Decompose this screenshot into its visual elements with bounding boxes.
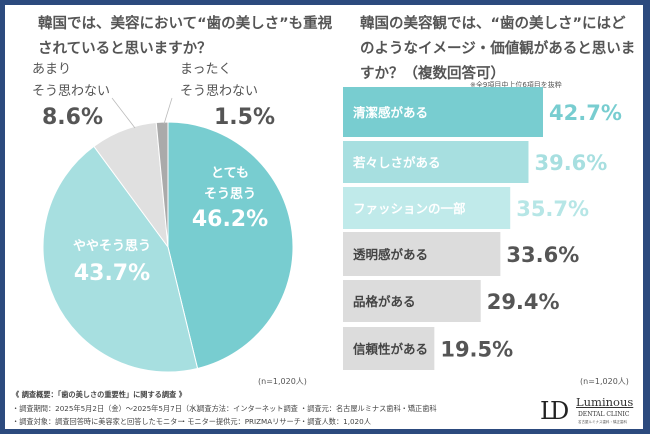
bar-title: 韓国の美容観では、“歯の美しさ”にはどのようなイメージ・価値観があると思いますか… (360, 16, 636, 82)
bar-value-label: 39.6% (534, 151, 607, 175)
bar-category-label: 清潔感がある (353, 105, 428, 120)
bar (343, 187, 511, 229)
bar-category-label: 透明感がある (353, 247, 428, 262)
bar-subnote: ※全9項目中上位6項目を抜粋 (470, 81, 562, 89)
bar-category-label: 信頼性がある (353, 342, 428, 357)
pie-label: ややそう思う (73, 239, 151, 254)
bar-value-label: 42.7% (549, 101, 622, 125)
leader-line (163, 97, 173, 125)
logo-name: Luminous (576, 395, 634, 409)
bar-value-label: 35.7% (516, 197, 589, 221)
bar-category-label: ファッションの一部 (353, 201, 466, 216)
pie-label: そう思わない (32, 84, 110, 99)
bar (343, 232, 501, 276)
logo-jp: 名古屋ルミナス歯科・矯正歯科 (578, 420, 627, 424)
footer-method: ・調査方法：インターネット調査 (190, 404, 298, 413)
pie-label: まったく (180, 62, 231, 77)
bar (343, 280, 481, 322)
pie-value: 46.2% (192, 207, 268, 232)
leader-line (111, 97, 136, 129)
pie-label: あまり (32, 62, 71, 77)
footer-provider: ・モニター提供元：PRIZMAリサーチ (180, 417, 301, 426)
footer-count: ・調査人数：1,020人 (300, 417, 371, 426)
bar-n-note: (n=1,020人) (580, 377, 629, 386)
pie-slice (42, 145, 199, 373)
pie-label: そう思う (204, 187, 256, 202)
bar (343, 141, 529, 183)
pie-label: そう思わない (180, 84, 258, 99)
footer-period: ・調査期間：2025年5月2日（金）～2025年5月7日（水） (12, 404, 204, 413)
bar-value-label: 19.5% (440, 338, 513, 362)
logo-sub: DENTAL CLINIC (578, 411, 630, 418)
pie-slice (167, 121, 294, 370)
pie-value: 43.7% (74, 261, 150, 286)
bar-category-label: 品格がある (353, 294, 416, 309)
bar-value-label: 29.4% (487, 290, 560, 314)
bar-category-label: 若々しさがある (352, 155, 441, 170)
footer-heading: 《 調査概要：「歯の美しさの重要性」に関する調査 》 (12, 390, 186, 399)
footer-target: ・調査対象：調査回答時に美容家と回答したモニター (12, 417, 185, 426)
pie-label: とても (211, 166, 249, 181)
pie-value: 8.6% (42, 105, 103, 130)
bar (343, 87, 543, 137)
pie-value: 1.5% (214, 105, 275, 130)
bar (343, 327, 435, 370)
footer-source: ・調査元：名古屋ルミナス歯科・矯正歯科 (300, 404, 437, 413)
pie-title: 韓国では、美容において“歯の美しさ”も重視されていると思いますか？ (38, 16, 333, 57)
pie-slice (155, 121, 169, 248)
bar-value-label: 33.6% (506, 243, 579, 267)
pie-n-note: (n=1,020人) (258, 377, 307, 386)
logo-mark: LD (540, 397, 569, 425)
